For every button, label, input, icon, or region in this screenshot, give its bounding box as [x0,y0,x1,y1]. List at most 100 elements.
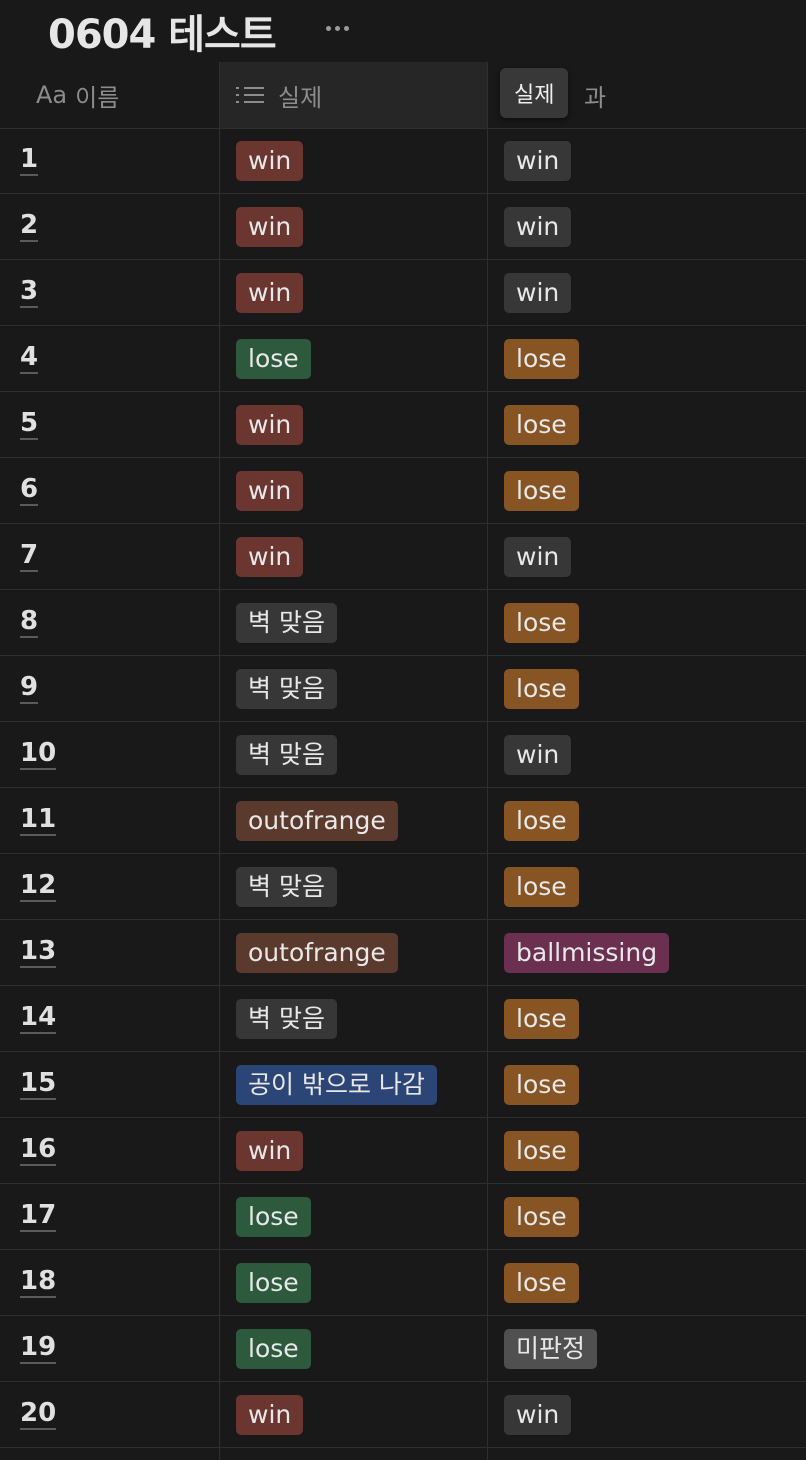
result-cell[interactable]: win [504,128,572,193]
column-header-result[interactable]: 과 [488,62,806,128]
result-cell[interactable]: win [504,524,572,589]
table-row[interactable]: 17 lose lose [0,1184,806,1250]
row-name-link[interactable]: 8 [20,606,39,638]
row-name-link[interactable]: 6 [20,474,39,506]
column-header-name[interactable]: Aa 이름 [0,62,219,128]
actual-cell[interactable]: win [236,194,304,259]
actual-cell[interactable]: win [236,524,304,589]
name-cell[interactable]: 6 [20,458,39,523]
actual-cell[interactable]: lose [236,1316,311,1381]
name-cell[interactable]: 3 [20,260,39,325]
table-row[interactable]: 9 벽 맞음 lose [0,656,806,722]
actual-cell[interactable]: 벽 맞음 [236,854,337,919]
name-cell[interactable]: 10 [20,722,57,787]
result-cell[interactable]: win [504,722,572,787]
actual-cell[interactable]: outofrange [236,920,398,985]
result-cell[interactable]: lose [504,788,579,853]
name-cell[interactable]: 8 [20,590,39,655]
table-row[interactable]: 11 outofrange lose [0,788,806,854]
row-name-link[interactable]: 15 [20,1068,57,1100]
row-name-link[interactable]: 19 [20,1332,57,1364]
result-cell[interactable]: lose [504,854,579,919]
name-cell[interactable]: 15 [20,1052,57,1117]
name-cell[interactable]: 1 [20,128,39,193]
row-name-link[interactable]: 16 [20,1134,57,1166]
actual-cell[interactable]: win [236,1382,304,1447]
result-cell[interactable]: lose [504,1118,579,1183]
row-name-link[interactable]: 20 [20,1398,57,1430]
row-name-link[interactable]: 1 [20,144,39,176]
table-row[interactable]: 20 win win [0,1382,806,1448]
row-name-link[interactable]: 12 [20,870,57,902]
name-cell[interactable]: 12 [20,854,57,919]
result-cell[interactable]: lose [504,392,579,457]
name-cell[interactable]: 7 [20,524,39,589]
more-options-icon[interactable] [316,14,358,42]
row-name-link[interactable]: 2 [20,210,39,242]
name-cell[interactable]: 5 [20,392,39,457]
actual-cell[interactable]: 벽 맞음 [236,590,337,655]
name-cell[interactable]: 17 [20,1184,57,1249]
row-name-link[interactable]: 5 [20,408,39,440]
row-name-link[interactable]: 18 [20,1266,57,1298]
table-row[interactable]: 4 lose lose [0,326,806,392]
result-cell[interactable]: lose [504,1184,579,1249]
table-row[interactable]: 1 win win [0,128,806,194]
name-cell[interactable]: 14 [20,986,57,1051]
actual-cell[interactable]: 벽 맞음 [236,722,337,787]
name-cell[interactable]: 16 [20,1118,57,1183]
table-row[interactable]: 12 벽 맞음 lose [0,854,806,920]
row-name-link[interactable]: 3 [20,276,39,308]
actual-cell[interactable]: lose [236,1250,311,1315]
table-row[interactable]: 18 lose lose [0,1250,806,1316]
result-cell[interactable]: 미판정 [504,1316,598,1381]
actual-cell[interactable]: 공이 밖으로 나감 [236,1052,437,1117]
table-row[interactable]: 13 outofrange ballmissing [0,920,806,986]
name-cell[interactable]: 13 [20,920,57,985]
table-row[interactable]: 19 lose 미판정 [0,1316,806,1382]
row-name-link[interactable]: 14 [20,1002,57,1034]
actual-cell[interactable]: 벽 맞음 [236,986,337,1051]
table-row[interactable]: 7 win win [0,524,806,590]
table-row[interactable]: 3 win win [0,260,806,326]
table-row[interactable]: 16 win lose [0,1118,806,1184]
result-cell[interactable]: ballmissing [504,920,670,985]
table-row[interactable]: 14 벽 맞음 lose [0,986,806,1052]
result-cell[interactable]: lose [504,590,579,655]
name-cell[interactable]: 2 [20,194,39,259]
actual-cell[interactable]: win [236,128,304,193]
row-name-link[interactable]: 17 [20,1200,57,1232]
result-cell[interactable]: lose [504,986,579,1051]
row-name-link[interactable]: 10 [20,738,57,770]
name-cell[interactable]: 11 [20,788,57,853]
name-cell[interactable]: 18 [20,1250,57,1315]
row-name-link[interactable]: 13 [20,936,57,968]
table-row[interactable]: 6 win lose [0,458,806,524]
result-cell[interactable]: lose [504,1250,579,1315]
result-cell[interactable]: win [504,194,572,259]
result-cell[interactable]: win [504,260,572,325]
actual-cell[interactable]: outofrange [236,788,398,853]
table-row[interactable]: 5 win lose [0,392,806,458]
table-row[interactable]: 2 win win [0,194,806,260]
actual-cell[interactable]: lose [236,326,311,391]
actual-cell[interactable]: lose [236,1184,311,1249]
table-row[interactable]: 15 공이 밖으로 나감 lose [0,1052,806,1118]
result-cell[interactable]: win [504,1382,572,1447]
result-cell[interactable]: lose [504,656,579,721]
table-row[interactable]: 8 벽 맞음 lose [0,590,806,656]
actual-cell[interactable]: win [236,392,304,457]
row-name-link[interactable]: 11 [20,804,57,836]
actual-cell[interactable]: win [236,458,304,523]
result-cell[interactable]: lose [504,458,579,523]
name-cell[interactable]: 4 [20,326,39,391]
column-header-actual[interactable]: 실제 [220,62,487,128]
table-row[interactable]: 10 벽 맞음 win [0,722,806,788]
actual-cell[interactable]: 벽 맞음 [236,656,337,721]
result-cell[interactable]: lose [504,1052,579,1117]
actual-cell[interactable]: win [236,260,304,325]
name-cell[interactable]: 9 [20,656,39,721]
row-name-link[interactable]: 9 [20,672,39,704]
row-name-link[interactable]: 4 [20,342,39,374]
row-name-link[interactable]: 7 [20,540,39,572]
